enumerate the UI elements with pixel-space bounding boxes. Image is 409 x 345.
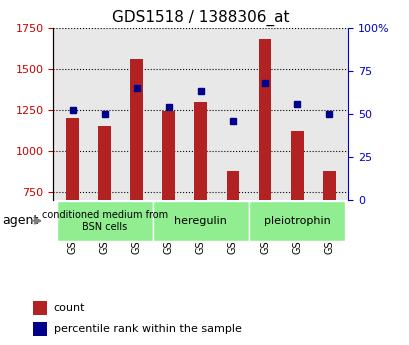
Bar (162, 110, 175, 200)
FancyBboxPatch shape (248, 201, 344, 241)
Text: count: count (54, 303, 85, 313)
Bar (130, 59, 143, 200)
Text: conditioned medium from
BSN cells: conditioned medium from BSN cells (41, 210, 167, 231)
Bar (194, 101, 207, 200)
Bar (322, 170, 335, 200)
Bar (226, 170, 239, 200)
Text: pleiotrophin: pleiotrophin (263, 216, 330, 226)
Bar (66, 118, 79, 200)
Text: heregulin: heregulin (174, 216, 227, 226)
FancyBboxPatch shape (153, 201, 248, 241)
Title: GDS1518 / 1388306_at: GDS1518 / 1388306_at (112, 10, 289, 26)
Text: percentile rank within the sample: percentile rank within the sample (54, 324, 241, 334)
Bar (290, 131, 303, 200)
Bar (33, 322, 47, 336)
FancyBboxPatch shape (56, 201, 153, 241)
Bar (33, 301, 47, 315)
Bar (98, 126, 111, 200)
Text: agent: agent (3, 214, 39, 227)
Bar (258, 39, 271, 200)
